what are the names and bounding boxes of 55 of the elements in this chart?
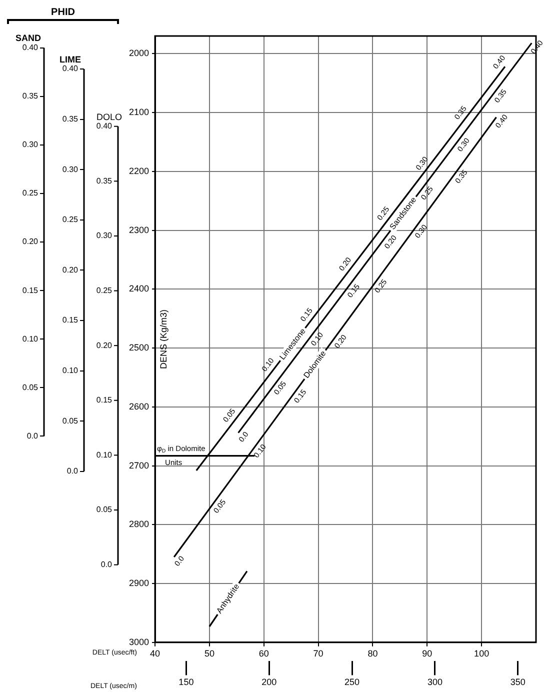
x-tick-label: 80 <box>368 648 378 658</box>
y3-tick-label: 0.0 <box>100 560 113 569</box>
y2-tick-label: 0.30 <box>62 164 79 174</box>
x2-tick-label: 350 <box>510 677 526 688</box>
y2-tick-label: 0.05 <box>62 416 79 426</box>
y-tick-label: 2800 <box>128 519 150 530</box>
y3-tick-label: 0.40 <box>96 122 113 131</box>
y2-axis-title: SAND <box>15 33 42 44</box>
y3-tick-label: 0.10 <box>96 450 113 460</box>
y3-tick-label: 0.15 <box>96 396 113 405</box>
text: 0.05 <box>22 382 39 392</box>
y-tick-label: 2100 <box>128 107 150 118</box>
x-tick-label: 90 <box>422 648 432 658</box>
x-tick-label: 70 <box>313 648 324 658</box>
y2-tick-label: 0.40 <box>62 64 79 74</box>
x-tick-label: 60 <box>258 648 269 658</box>
y-tick-label: 2400 <box>128 284 150 294</box>
y-tick-label: 2700 <box>128 460 150 470</box>
y3-tick-label: 0.35 <box>96 176 113 186</box>
x2-tick-label: 150 <box>178 677 194 688</box>
y2-tick-label: 0.0 <box>66 466 79 476</box>
y-tick-label: 3000 <box>128 636 150 647</box>
y3-tick-label: 0.25 <box>96 286 113 295</box>
text: DOLO <box>96 112 122 122</box>
y-axis-title: DENS (Kg/m3) <box>158 309 169 369</box>
x-tick-label: 40 <box>150 648 160 658</box>
y-tick-label: 2500 <box>128 342 150 353</box>
text: PHID <box>51 6 75 18</box>
text: 0.40 <box>22 42 39 52</box>
text: 0.35 <box>22 92 39 101</box>
y3-tick-label: 0.30 <box>96 231 113 240</box>
x-tick-label: 50 <box>204 648 214 658</box>
text: 0.30 <box>22 140 39 150</box>
y2-tick-label: 0.15 <box>62 316 79 325</box>
x2-tick-label: 200 <box>262 677 277 688</box>
y-tick-label: 2600 <box>128 401 150 412</box>
x2-tick-label: 250 <box>344 677 360 688</box>
y2-tick-label: 0.25 <box>62 215 79 224</box>
y-tick-label: 2300 <box>128 224 150 235</box>
text: 0.25 <box>22 188 39 198</box>
y-tick-label: 2900 <box>128 578 150 588</box>
y3-tick-label: 0.20 <box>96 340 113 350</box>
text: 0.0 <box>26 431 39 440</box>
y2-tick-label: 0.20 <box>62 265 79 274</box>
y3-axis-title: LIME <box>60 54 81 64</box>
x-tick-label: 100 <box>474 648 490 658</box>
text: 0.20 <box>22 237 39 246</box>
x2-tick-label: 300 <box>427 677 443 688</box>
y2-tick-label: 0.10 <box>62 366 79 375</box>
text: 0.15 <box>22 286 39 295</box>
y-tick-label: 2200 <box>128 166 150 176</box>
y2-tick-label: 0.35 <box>62 114 79 124</box>
text: 0.10 <box>22 334 39 344</box>
y-tick-label: 2000 <box>128 48 150 58</box>
y3-tick-label: 0.05 <box>96 505 113 514</box>
